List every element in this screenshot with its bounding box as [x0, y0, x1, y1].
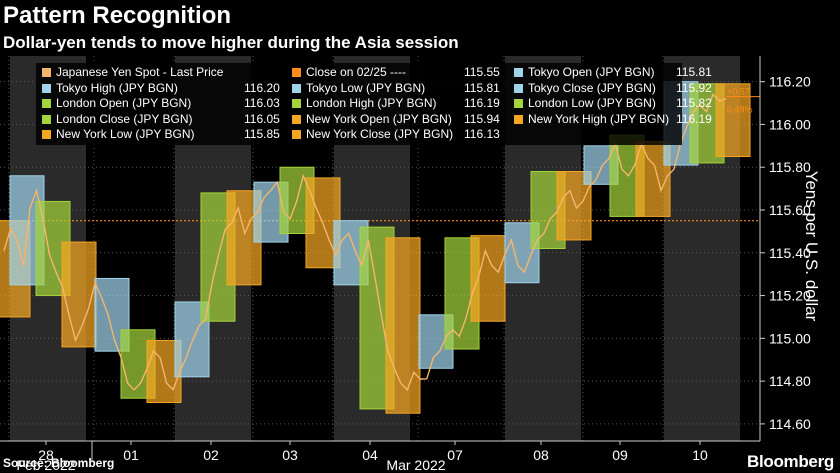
legend-swatch	[292, 130, 301, 139]
legend-item: Tokyo Open (JPY BGN)	[514, 65, 655, 81]
legend-value: 115.92	[676, 80, 712, 95]
legend-item: Japanese Yen Spot - Last Price	[42, 65, 223, 81]
legend-item: New York Close (JPY BGN)	[292, 127, 453, 143]
x-tick-label: 08	[533, 447, 549, 463]
month-label-mar: Mar 2022	[386, 457, 445, 473]
legend-item: Tokyo High (JPY BGN)	[42, 81, 178, 97]
legend-item: Close on 02/25 ----	[292, 65, 406, 81]
change-label: +0.57	[727, 87, 750, 97]
x-tick-label: 28	[38, 447, 54, 463]
y-tick-label: 114.80	[769, 373, 811, 389]
legend-item: London Close (JPY BGN)	[42, 112, 193, 128]
legend-value: 115.81	[676, 65, 712, 79]
legend-label: London High (JPY BGN)	[306, 96, 437, 110]
legend-label: Close on 02/25 ----	[306, 65, 407, 79]
legend-swatch	[514, 114, 523, 124]
y-tick-label: 115.60	[769, 202, 811, 218]
axes: 114.60 114.80 115.00 115.20 115.40 115.60 115.…	[0, 56, 811, 473]
legend-swatch	[514, 99, 523, 108]
y-axis-title-box: Yens per U.S. dollar	[791, 148, 831, 348]
legend-value: 116.03	[244, 96, 280, 110]
legend-value: 115.85	[244, 127, 280, 141]
legend-swatch	[292, 99, 301, 108]
legend-value: 116.05	[244, 111, 280, 126]
session-box-newyork	[385, 237, 421, 414]
legend-swatch	[42, 83, 51, 93]
session-box-newyork	[61, 241, 97, 348]
legend-value: 116.13	[464, 127, 500, 141]
legend-item: Tokyo Low (JPY BGN)	[292, 81, 425, 97]
legend-item: Tokyo Close (JPY BGN)	[514, 81, 656, 97]
y-tick-label: 116.00	[769, 116, 811, 132]
legend-item: London Low (JPY BGN)	[514, 96, 656, 112]
legend-label: London Close (JPY BGN)	[56, 111, 193, 126]
legend-swatch	[42, 130, 51, 139]
legend-label: New York Open (JPY BGN)	[306, 111, 452, 126]
y-tick-label: 115.00	[769, 330, 811, 346]
legend-label: Japanese Yen Spot - Last Price	[56, 65, 224, 79]
legend-value: 115.82	[676, 96, 712, 110]
legend-item: New York Low (JPY BGN)	[42, 127, 195, 143]
legend-swatch	[514, 68, 523, 77]
change-pct-label: 0.49%	[727, 105, 753, 115]
source-note: Source: Bloomberg	[3, 456, 115, 470]
legend-label: New York High (JPY BGN)	[528, 111, 670, 126]
legend-value: 116.19	[464, 96, 500, 110]
legend-item: London Open (JPY BGN)	[42, 96, 191, 112]
legend-label: Tokyo High (JPY BGN)	[56, 80, 178, 95]
legend-item: London High (JPY BGN)	[292, 96, 437, 112]
legend-value: 115.81	[464, 80, 500, 95]
session-box-newyork	[715, 83, 751, 158]
x-tick-label: 04	[362, 447, 378, 463]
legend-label: Tokyo Close (JPY BGN)	[528, 80, 656, 95]
legend-label: New York Low (JPY BGN)	[56, 127, 195, 141]
legend-value: 115.55	[464, 65, 500, 79]
y-tick-label: 115.20	[769, 288, 811, 304]
y-tick-label: 115.40	[769, 245, 811, 261]
y-tick-label: 115.80	[769, 159, 811, 175]
y-tick-label: 114.60	[769, 416, 811, 432]
legend-value: 116.19	[676, 111, 712, 126]
spot-line: +0.57 0.49%	[3, 87, 760, 392]
legend-item: New York High (JPY BGN)	[514, 112, 669, 128]
spot-price-line	[3, 93, 727, 392]
session-box-newyork	[470, 235, 506, 322]
legend: Japanese Yen Spot - Last Price Close on 0…	[36, 63, 712, 145]
x-tick-label: 10	[692, 447, 708, 463]
legend-swatch	[292, 83, 301, 93]
legend-item: New York Open (JPY BGN)	[292, 112, 452, 128]
legend-value: 116.20	[244, 80, 280, 95]
chart-title: Pattern Recognition	[3, 2, 232, 29]
bloomberg-logo: Bloomberg	[746, 452, 834, 471]
legend-swatch	[42, 99, 51, 108]
y-tick-label: 116.20	[769, 74, 811, 90]
x-tick-label: 09	[612, 447, 628, 463]
legend-label: Tokyo Open (JPY BGN)	[528, 65, 655, 79]
x-tick-label: 07	[447, 447, 463, 463]
legend-swatch	[292, 114, 301, 124]
legend-swatch	[292, 68, 301, 77]
month-label-feb: Feb 2022	[16, 457, 75, 473]
legend-label: London Open (JPY BGN)	[56, 96, 192, 110]
legend-swatch	[514, 83, 523, 93]
x-tick-label: 01	[123, 447, 139, 463]
chart-subtitle: Dollar-yen tends to move higher during t…	[3, 33, 459, 52]
x-tick-label: 03	[282, 447, 298, 463]
legend-label: New York Close (JPY BGN)	[306, 127, 454, 141]
legend-value: 115.94	[464, 111, 500, 126]
legend-label: Tokyo Low (JPY BGN)	[306, 80, 426, 95]
legend-swatch	[42, 114, 51, 124]
legend-label: London Low (JPY BGN)	[528, 96, 656, 110]
y-axis-title: Yens per U.S. dollar	[802, 170, 821, 322]
x-tick-label: 02	[203, 447, 219, 463]
legend-swatch	[42, 68, 51, 77]
